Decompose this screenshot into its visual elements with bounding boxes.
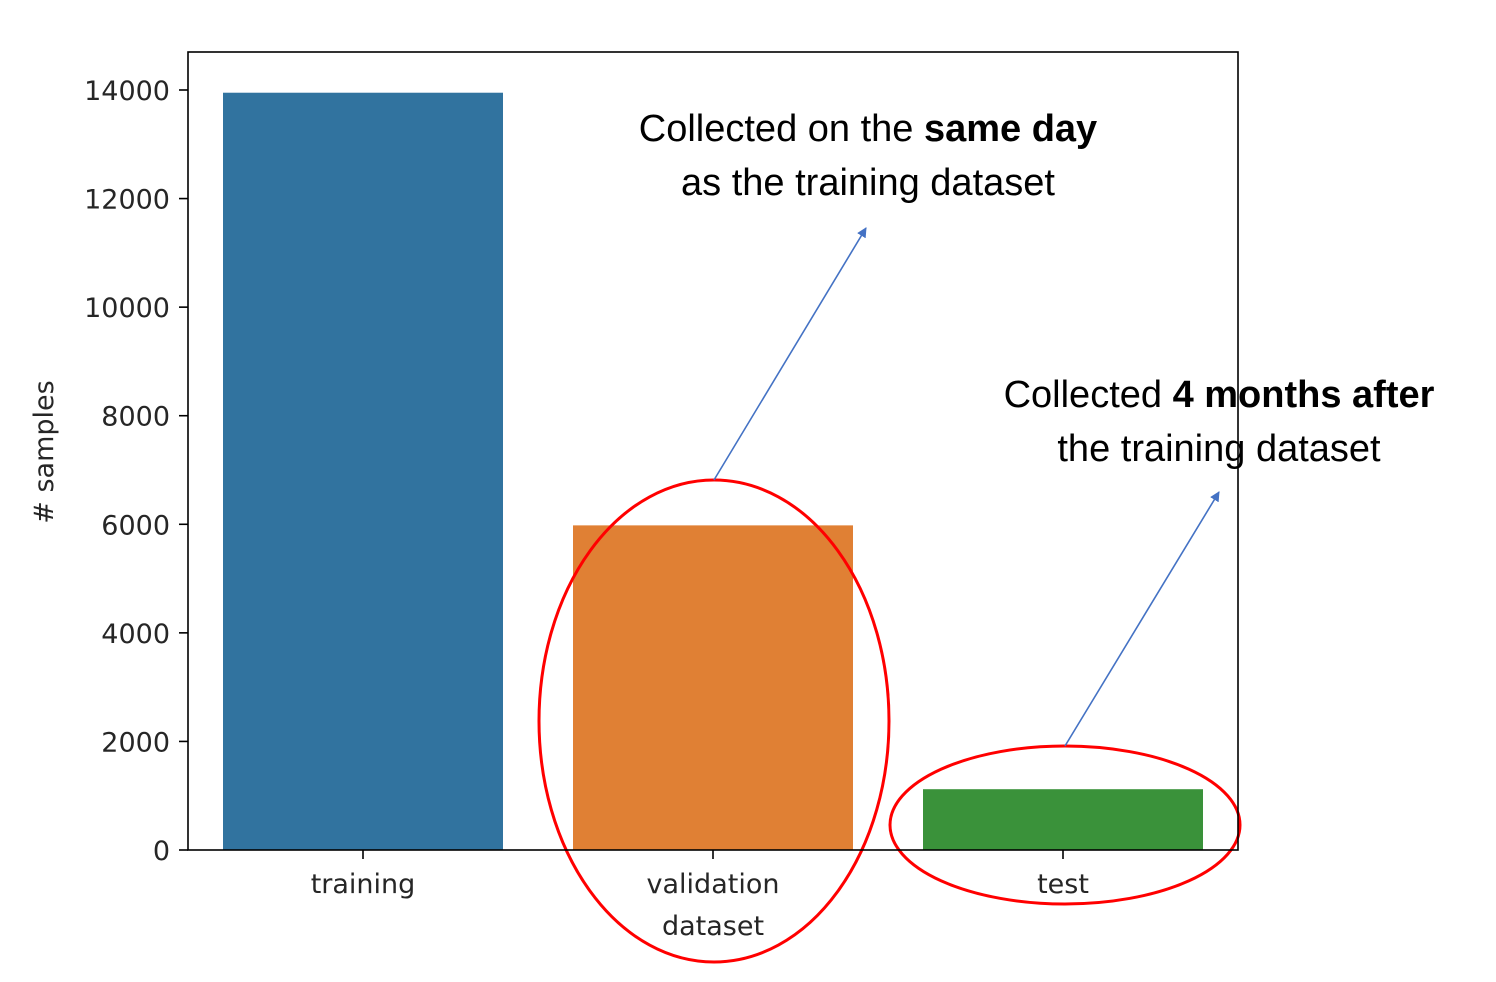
y-axis-label: # samples	[29, 380, 60, 523]
y-tick-label: 4000	[101, 619, 170, 650]
y-tick-label: 2000	[101, 727, 170, 758]
x-tick-label-test: test	[1037, 869, 1089, 900]
y-tick-label: 10000	[84, 293, 170, 324]
annotation-text: the training dataset	[1057, 428, 1381, 470]
bar-test	[923, 789, 1203, 850]
x-tick-label-training: training	[311, 869, 416, 900]
annotation-text: Collected 4 months after	[1004, 374, 1435, 416]
y-tick-label: 0	[153, 836, 170, 867]
annotation-arrow	[713, 227, 867, 481]
bar-validation-dataset	[573, 525, 853, 850]
bar-training	[223, 92, 503, 850]
annotation-text: as the training dataset	[681, 162, 1055, 204]
y-tick-label: 6000	[101, 510, 170, 541]
annotation-arrow	[1064, 491, 1220, 747]
annotation-text: Collected on the same day	[639, 108, 1097, 150]
x-tick-label-validation-dataset: validation dataset	[647, 869, 780, 942]
y-tick-label: 8000	[101, 402, 170, 433]
y-tick-label: 14000	[84, 76, 170, 107]
y-tick-label: 12000	[84, 185, 170, 216]
